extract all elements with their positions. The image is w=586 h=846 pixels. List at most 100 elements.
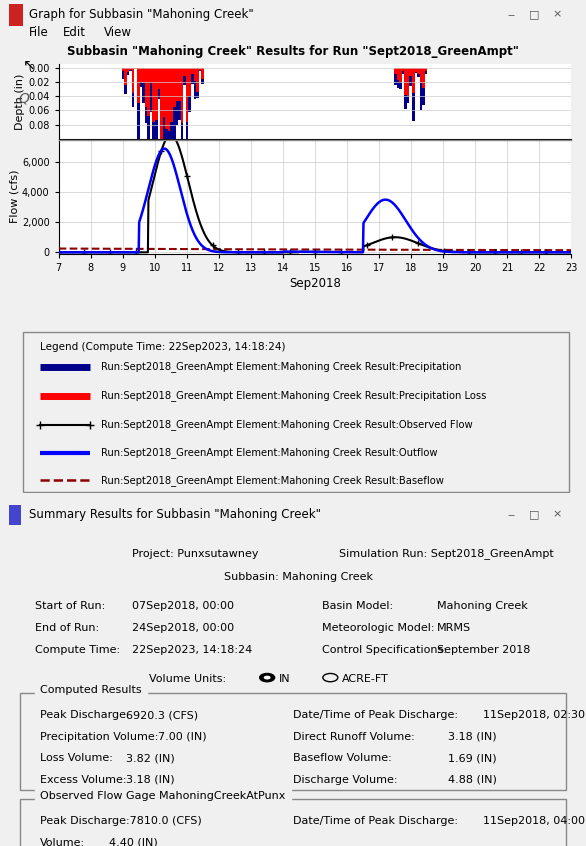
Text: 4.88 (IN): 4.88 (IN) [448,775,497,784]
Bar [414,68,417,73]
Bar [420,68,423,110]
Bar [404,68,407,108]
Text: Subbasin: Mahoning Creek: Subbasin: Mahoning Creek [224,572,373,582]
Text: Meteorologic Model:: Meteorologic Model: [322,623,434,633]
Bar [171,68,173,223]
Bar [183,68,186,76]
Y-axis label: Flow (cfs): Flow (cfs) [9,170,19,223]
Bar [191,68,193,74]
Text: 11Sep2018, 02:30: 11Sep2018, 02:30 [482,711,584,721]
Text: Subbasin "Mahoning Creek" Results for Run "Sept2018_GreenAmpt": Subbasin "Mahoning Creek" Results for Ru… [67,45,519,58]
Circle shape [260,673,275,682]
Bar [178,68,180,120]
Bar [423,68,425,105]
Text: Observed Flow Gage MahoningCreekAtPunx: Observed Flow Gage MahoningCreekAtPunx [40,790,286,800]
Bar [160,68,163,179]
Text: Loss Volume:: Loss Volume: [40,753,113,763]
Bar [168,68,171,173]
Text: 1.69 (IN): 1.69 (IN) [448,753,497,763]
Bar [124,68,127,85]
Bar [199,68,201,71]
Text: 07Sep2018, 00:00: 07Sep2018, 00:00 [132,601,234,611]
Bar [412,68,414,121]
Bar [137,68,139,103]
Bar [158,68,160,100]
FancyBboxPatch shape [23,332,568,492]
Bar [145,68,147,107]
Bar [147,68,150,154]
Bar [425,68,427,74]
Text: Precipitation Volume:: Precipitation Volume: [40,732,159,742]
Bar [180,68,183,123]
Text: Discharge Volume:: Discharge Volume: [293,775,397,784]
Bar [139,68,142,82]
Bar [176,68,178,125]
Text: Legend (Compute Time: 22Sep2023, 14:18:24): Legend (Compute Time: 22Sep2023, 14:18:2… [40,342,285,352]
Bar [397,68,399,88]
Text: MRMS: MRMS [437,623,471,633]
Bar [183,68,186,85]
Bar [191,68,193,85]
Bar [399,68,402,89]
Bar [160,68,163,218]
Text: Control Specifications:: Control Specifications: [322,645,447,655]
Text: View: View [104,26,131,40]
Text: Baseflow Volume:: Baseflow Volume: [293,753,392,763]
Bar [193,68,196,81]
Bar [199,68,201,70]
Bar [150,68,152,83]
Text: Date/Time of Peak Discharge:: Date/Time of Peak Discharge: [293,816,458,827]
Text: ↖: ↖ [23,58,36,73]
Bar [180,68,183,151]
Bar [163,68,165,117]
Text: Run:Sept2018_GreenAmpt Element:Mahoning Creek Result:Precipitation Loss: Run:Sept2018_GreenAmpt Element:Mahoning … [101,390,486,401]
Bar [127,68,130,72]
Bar [134,68,137,69]
Text: Simulation Run: Sept2018_GreenAmpt: Simulation Run: Sept2018_GreenAmpt [339,548,554,559]
Bar [201,68,204,79]
Text: Basin Model:: Basin Model: [322,601,393,611]
Text: ‒: ‒ [507,9,515,19]
Bar [412,68,414,93]
Bar [121,68,124,71]
Bar [186,68,188,156]
Bar [188,68,191,112]
Text: Volume Units:: Volume Units: [149,673,227,684]
Text: Run:Sept2018_GreenAmpt Element:Mahoning Creek Result:Observed Flow: Run:Sept2018_GreenAmpt Element:Mahoning … [101,420,473,431]
Text: ACRE-FT: ACRE-FT [342,673,389,684]
Bar [171,68,173,123]
Bar [147,68,150,117]
Bar [127,68,130,74]
Bar [130,68,132,70]
Bar [402,68,404,70]
Bar [165,68,168,129]
Text: ×: × [553,509,562,519]
Text: IN: IN [279,673,290,684]
Bar [394,68,397,74]
Circle shape [264,676,271,679]
Text: 4.40 (IN): 4.40 (IN) [109,838,158,846]
Text: Volume:: Volume: [40,838,86,846]
Bar [124,68,127,94]
Text: Compute Time:: Compute Time: [35,645,120,655]
Bar [404,68,407,96]
Text: 22Sep2023, 14:18:24: 22Sep2023, 14:18:24 [132,645,253,655]
Text: 11Sep2018, 04:00: 11Sep2018, 04:00 [482,816,584,827]
Bar [173,68,176,199]
Bar [425,68,427,71]
Y-axis label: Depth (in): Depth (in) [15,74,25,129]
Bar [9,505,21,525]
Bar [132,68,134,93]
Text: Run:Sept2018_GreenAmpt Element:Mahoning Creek Result:Precipitation: Run:Sept2018_GreenAmpt Element:Mahoning … [101,361,461,372]
Text: ×: × [553,9,562,19]
Bar [132,68,134,107]
Bar [399,68,402,82]
Bar [402,68,404,74]
Bar [176,68,178,101]
Bar [410,68,412,76]
Bar [121,68,124,79]
Bar [142,68,145,103]
Bar [150,68,152,112]
Text: ‒: ‒ [507,509,515,519]
Text: □: □ [529,9,540,19]
